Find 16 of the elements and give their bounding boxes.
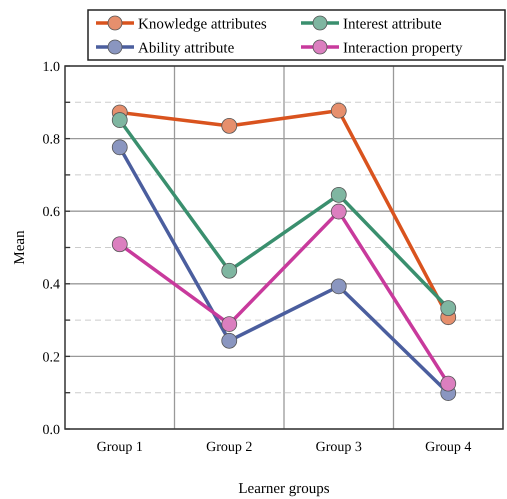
y-tick-label: 1.0 xyxy=(42,60,60,75)
x-tick-label: Group 2 xyxy=(206,440,252,455)
y-tick-label: 0.0 xyxy=(42,422,60,438)
x-tick-label: Group 4 xyxy=(425,440,472,455)
legend-label: Interaction property xyxy=(343,40,464,56)
x-tick-label: Group 3 xyxy=(316,440,362,455)
y-axis-title: Mean xyxy=(12,230,28,265)
legend-label: Ability attribute xyxy=(138,40,235,56)
legend-label: Interest attribute xyxy=(343,16,442,32)
x-axis-title: Learner groups xyxy=(238,481,330,497)
y-tick-label: 0.6 xyxy=(42,205,60,220)
y-tick-label: 0.8 xyxy=(42,132,60,148)
x-tick-label: Group 1 xyxy=(96,440,143,455)
y-tick-label: 0.4 xyxy=(42,278,60,293)
legend-label: Knowledge attributes xyxy=(138,16,267,32)
y-tick-label: 0.2 xyxy=(42,350,60,366)
